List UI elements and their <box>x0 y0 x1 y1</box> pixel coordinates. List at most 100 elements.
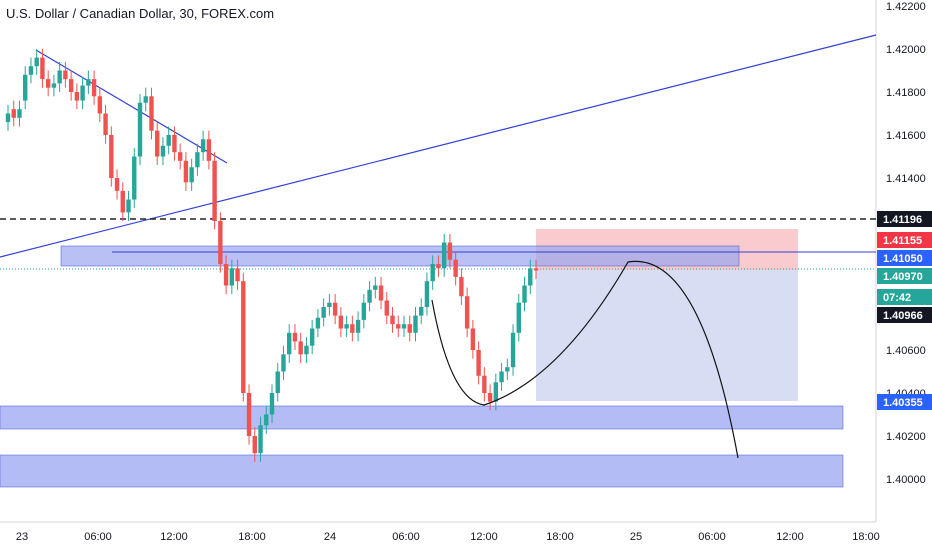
candle-body <box>17 109 22 118</box>
candle-body <box>287 332 292 355</box>
candle-body <box>149 96 154 131</box>
candle-body <box>373 285 378 290</box>
candle-body <box>401 324 407 329</box>
chart-title: U.S. Dollar / Canadian Dollar, 30, FOREX… <box>6 6 275 21</box>
price-tick-label: 1.41800 <box>886 87 926 99</box>
candle-body <box>132 156 137 200</box>
candle-body <box>355 319 361 333</box>
candle-body <box>522 285 527 303</box>
candle-body <box>505 367 510 372</box>
price-tick-label: 1.42200 <box>886 1 926 13</box>
candle-body <box>143 96 148 103</box>
price-badge[interactable] <box>877 211 932 227</box>
candle-body <box>321 307 326 318</box>
price-tick-label: 1.40200 <box>886 431 926 443</box>
candle-body <box>292 332 298 342</box>
candle-body <box>510 332 516 368</box>
candle-body <box>419 307 424 316</box>
price-tick-label: 1.41600 <box>886 130 926 142</box>
candle-body <box>350 324 355 333</box>
candle-body <box>476 350 481 376</box>
candle-body <box>246 393 252 436</box>
supply-zone[interactable] <box>60 245 740 267</box>
candle-body <box>183 160 189 183</box>
candle-body <box>499 371 504 383</box>
candle-body <box>327 302 332 307</box>
candle-body <box>464 296 470 329</box>
candle-body <box>378 285 384 301</box>
candle-body <box>304 345 309 355</box>
candle-body <box>235 268 240 282</box>
candle-body <box>51 83 57 88</box>
candle-body <box>344 324 349 329</box>
candle-body <box>160 145 166 157</box>
candle-body <box>74 92 80 101</box>
candle-body <box>528 268 533 286</box>
demand-zone-lower[interactable] <box>0 454 844 488</box>
candle-body <box>436 264 441 269</box>
falling-trendline[interactable] <box>35 49 228 164</box>
candle-body <box>332 302 338 316</box>
candle-body <box>264 414 269 426</box>
candle-body <box>57 70 62 84</box>
candle-body <box>361 302 367 320</box>
price-badge[interactable] <box>877 289 932 305</box>
price-badge-label: 07:42 <box>883 292 911 304</box>
candle-body <box>459 276 464 297</box>
candle-body <box>453 259 458 277</box>
projection-curve[interactable] <box>431 260 739 459</box>
candle-body <box>34 57 39 67</box>
candle-body <box>241 281 246 393</box>
candle-body <box>166 135 171 146</box>
candle-body <box>430 264 435 282</box>
candle-body <box>441 242 447 269</box>
demand-zone-upper[interactable] <box>0 405 844 430</box>
price-badge-label: 1.40966 <box>883 310 923 322</box>
candle-body <box>258 425 263 454</box>
candle-body <box>23 74 28 101</box>
candle-body <box>315 317 321 329</box>
candle-body <box>40 57 45 80</box>
time-tick-label: 18:00 <box>852 531 880 543</box>
candle-body <box>63 70 68 80</box>
candle-body <box>11 109 16 118</box>
candle-body <box>103 113 108 135</box>
take-profit-zone[interactable] <box>536 270 798 401</box>
candle-body <box>424 281 430 307</box>
price-badge[interactable] <box>877 268 932 284</box>
time-tick-label: 12:00 <box>470 531 498 543</box>
price-badge-label: 1.41155 <box>883 235 922 247</box>
time-tick-label: 12:00 <box>776 531 804 543</box>
candle-body <box>281 354 286 372</box>
candle-body <box>212 160 217 221</box>
candle-body <box>470 328 476 350</box>
time-tick-label: 18:00 <box>238 531 266 543</box>
candle-body <box>229 268 235 286</box>
candle-body <box>275 371 280 393</box>
candle-body <box>68 79 74 92</box>
candle-body <box>390 315 395 325</box>
price-tick-label: 1.41400 <box>886 173 926 185</box>
candle-body <box>120 190 125 213</box>
price-badge[interactable] <box>877 394 932 410</box>
candle-body <box>109 135 114 178</box>
candle-body <box>5 113 11 123</box>
candle-body <box>189 167 194 183</box>
price-badge-label: 1.40355 <box>883 397 923 409</box>
price-badge[interactable] <box>877 250 932 266</box>
candle-body <box>155 130 160 157</box>
time-tick-label: 06:00 <box>84 531 112 543</box>
price-badge[interactable] <box>877 232 932 248</box>
time-tick-label: 06:00 <box>392 531 420 543</box>
price-tick-label: 1.40000 <box>886 474 926 486</box>
candle-body <box>487 393 493 402</box>
candle-body <box>269 393 275 415</box>
time-tick-label: 25 <box>630 531 642 543</box>
candle-body <box>367 289 372 303</box>
candle-body <box>126 199 131 213</box>
candle-body <box>28 66 34 75</box>
price-badge[interactable] <box>877 307 932 323</box>
candle-body <box>97 96 103 114</box>
rising-trendline[interactable] <box>0 34 877 258</box>
